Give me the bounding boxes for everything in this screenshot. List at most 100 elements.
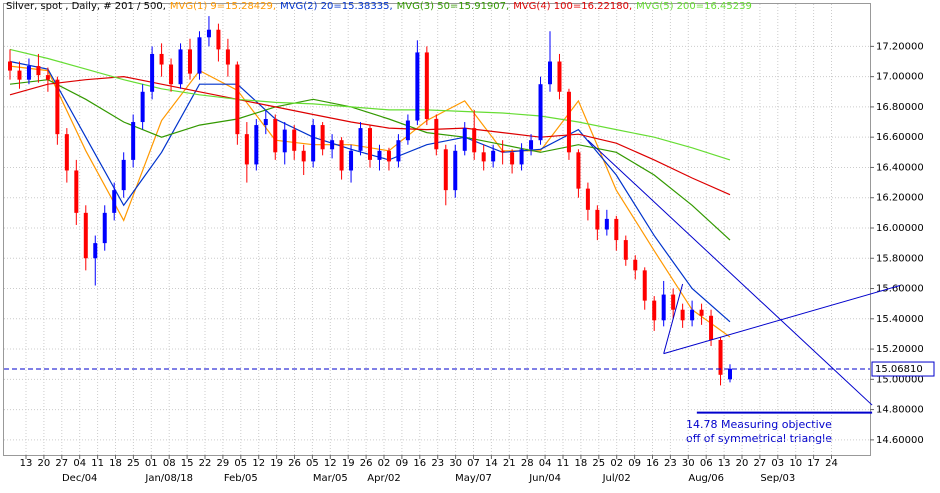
x-tick-label: 07 [467,458,480,469]
candle-body [178,49,183,85]
x-tick-label: 04 [539,458,552,469]
legend-entry: MVG(4) 100=16.22180, [513,1,632,12]
x-tick-label: 01 [145,458,158,469]
candle-body [548,61,552,85]
legend-entry: MVG(2) 20=15.38335, [280,1,393,12]
candle-body [424,52,429,120]
candle-body [538,84,543,141]
candle-body [519,149,524,165]
x-tick-label: 09 [628,458,641,469]
candle-body [64,134,69,171]
x-tick-label: 28 [521,458,534,469]
candle-body [358,128,363,151]
candle-body [292,129,297,151]
candle-body [159,53,164,65]
annotation: 14.78 Measuring objective [686,418,832,431]
x-tick-label: 05 [234,458,247,469]
candle-body [434,119,439,150]
candle-body [349,150,354,171]
candle-body [121,159,126,191]
candle-body [510,152,515,165]
candle-body [595,209,600,230]
month-label: Jan/08/18 [144,473,193,484]
candle-body [443,149,448,191]
y-tick-label: 16.60000 [876,132,924,143]
x-tick-label: 29 [217,458,230,469]
x-tick-label: 18 [575,458,588,469]
chart-title: Silver, spot , Daily, # 201 / 500, [6,1,166,12]
candle-body [690,309,695,321]
candle-body [197,37,202,74]
month-label: Mar/05 [313,473,348,484]
candle-body [244,134,249,165]
candle-body [661,294,666,321]
candle-body [472,128,477,153]
candle-body [102,212,107,244]
candle-body [140,91,145,123]
candle-body [652,300,657,321]
candle-body [604,218,609,230]
x-tick-label: 02 [610,458,623,469]
candle-body [529,140,534,150]
candle-body [718,339,723,375]
month-label: Sep/03 [760,473,795,484]
candle-body [112,190,117,213]
candle-body [26,66,31,80]
candle-body [150,53,155,92]
x-tick-label: 27 [55,458,68,469]
x-tick-label: 25 [592,458,605,469]
candle-body [728,368,732,380]
candle-body [301,150,306,162]
y-tick-label: 16.20000 [876,193,924,204]
x-tick-label: 17 [807,458,820,469]
moving-average-line [9,48,731,161]
candle-body [225,49,230,65]
candle-body [263,119,268,126]
legend-entry: MVG(5) 200=16.45239 [636,1,752,12]
candle-body [576,152,581,189]
month-label: Dec/04 [62,473,97,484]
plot-border [3,3,871,456]
y-tick-label: 16.40000 [876,162,924,173]
x-tick-label: 23 [664,458,677,469]
last-price-label: 15.06810 [875,364,923,375]
trend-line [663,285,901,355]
candle-body [330,140,335,150]
candle-body [623,240,628,260]
candle-body [83,212,88,259]
y-tick-label: 15.40000 [876,314,924,325]
x-tick-label: 18 [109,458,122,469]
candle-body [614,218,619,241]
x-tick-label: 06 [700,458,713,469]
candle-body [188,49,192,74]
candle-body [396,140,401,162]
candle-body [36,66,41,76]
x-tick-label: 19 [342,458,355,469]
y-tick-label: 14.80000 [876,405,924,416]
x-tick-label: 12 [324,458,337,469]
candle-body [216,29,221,50]
month-label: Feb/05 [224,473,258,484]
x-tick-label: 08 [163,458,176,469]
x-tick-label: 09 [396,458,409,469]
month-label: Jul/02 [602,473,631,484]
candle-body [282,129,287,153]
trend-line [587,139,873,406]
x-tick-label: 16 [413,458,426,469]
y-tick-label: 15.80000 [876,253,924,264]
x-tick-label: 02 [378,458,391,469]
y-tick-label: 15.00000 [876,374,924,385]
x-tick-label: 19 [270,458,283,469]
x-tick-label: 14 [485,458,498,469]
y-tick-label: 16.00000 [876,223,924,234]
y-tick-label: 15.60000 [876,284,924,295]
x-tick-label: 22 [199,458,212,469]
candle-body [500,150,505,153]
x-tick-label: 11 [91,458,104,469]
y-tick-label: 16.80000 [876,102,924,113]
y-tick-label: 15.20000 [876,344,924,355]
candle-body [131,122,136,160]
candle-body [491,150,496,162]
x-tick-label: 11 [557,458,570,469]
